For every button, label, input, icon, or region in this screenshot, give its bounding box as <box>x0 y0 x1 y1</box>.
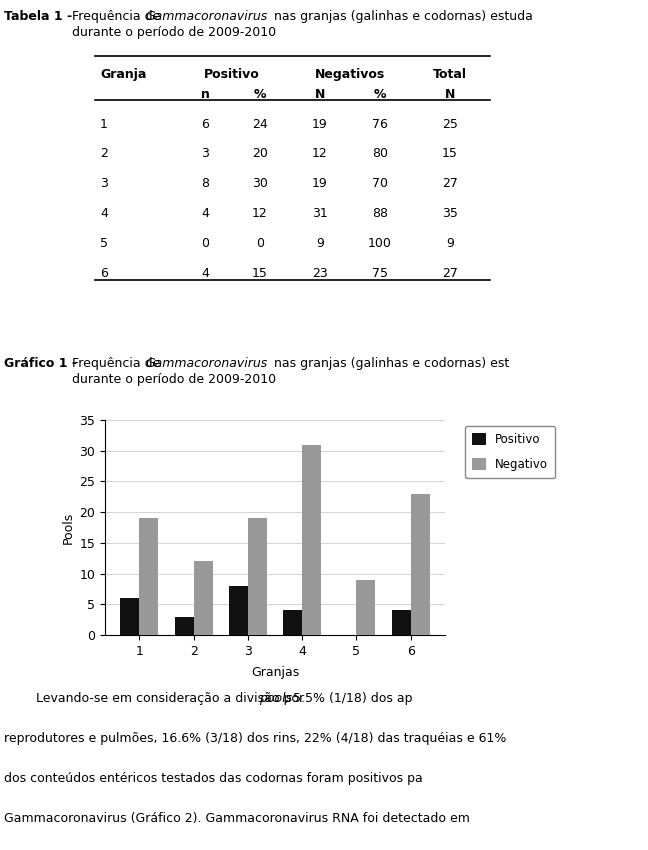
Bar <box>391 610 411 635</box>
Text: Gammacoronavirus: Gammacoronavirus <box>145 357 267 370</box>
Text: 3: 3 <box>100 177 108 190</box>
Text: Tabela 1 -: Tabela 1 - <box>4 10 72 23</box>
Bar <box>229 586 248 635</box>
Text: 1: 1 <box>100 118 108 131</box>
Text: 24: 24 <box>252 118 268 131</box>
Text: Frequência de: Frequência de <box>72 10 165 23</box>
Text: dos conteúdos entéricos testados das codornas foram positivos pa: dos conteúdos entéricos testados das cod… <box>4 772 422 785</box>
Text: 9: 9 <box>316 237 324 250</box>
Text: reprodutores e pulmões, 16.6% (3/18) dos rins, 22% (4/18) das traquéias e 61%: reprodutores e pulmões, 16.6% (3/18) dos… <box>4 732 506 745</box>
Bar <box>121 598 139 635</box>
Text: N: N <box>315 88 325 101</box>
Text: 0: 0 <box>256 237 264 250</box>
Text: 80: 80 <box>372 147 388 160</box>
Text: pools: pools <box>259 692 292 705</box>
Text: Frequência de: Frequência de <box>72 357 165 370</box>
Text: 88: 88 <box>372 207 388 220</box>
Text: Negativos: Negativos <box>315 68 385 81</box>
Text: 9: 9 <box>446 237 454 250</box>
Bar <box>248 518 267 635</box>
Text: 4: 4 <box>201 267 209 280</box>
Bar <box>175 616 194 635</box>
Text: nas granjas (galinhas e codornas) est: nas granjas (galinhas e codornas) est <box>270 357 509 370</box>
Text: 2: 2 <box>100 147 108 160</box>
Text: 30: 30 <box>252 177 268 190</box>
Text: 70: 70 <box>372 177 388 190</box>
Text: durante o período de 2009-2010: durante o período de 2009-2010 <box>72 373 276 386</box>
Text: 8: 8 <box>201 177 209 190</box>
Text: , 5.5% (1/18) dos ap: , 5.5% (1/18) dos ap <box>285 692 412 705</box>
X-axis label: Granjas: Granjas <box>251 666 299 679</box>
Text: Granja: Granja <box>100 68 146 81</box>
Text: 6: 6 <box>100 267 108 280</box>
Text: 23: 23 <box>312 267 328 280</box>
Bar <box>302 445 321 635</box>
Y-axis label: Pools: Pools <box>62 512 75 544</box>
Text: Gráfico 1 -: Gráfico 1 - <box>4 357 77 370</box>
Text: 6: 6 <box>201 118 209 131</box>
Bar <box>411 494 430 635</box>
Text: 5: 5 <box>100 237 108 250</box>
Text: 4: 4 <box>201 207 209 220</box>
Text: 76: 76 <box>372 118 388 131</box>
Text: %: % <box>254 88 266 101</box>
Text: 15: 15 <box>252 267 268 280</box>
Bar <box>356 580 375 635</box>
Text: N: N <box>445 88 455 101</box>
Text: Positivo: Positivo <box>204 68 260 81</box>
Text: 27: 27 <box>442 267 458 280</box>
Text: 19: 19 <box>312 177 328 190</box>
Text: Levando-se em consideração a divisão por: Levando-se em consideração a divisão por <box>4 692 308 705</box>
Text: 20: 20 <box>252 147 268 160</box>
Text: 12: 12 <box>252 207 268 220</box>
Text: %: % <box>374 88 386 101</box>
Text: Gammacoronavirus: Gammacoronavirus <box>145 10 267 23</box>
Bar <box>139 518 158 635</box>
Text: durante o período de 2009-2010: durante o período de 2009-2010 <box>72 26 276 39</box>
Text: 0: 0 <box>201 237 209 250</box>
Text: nas granjas (galinhas e codornas) estuda: nas granjas (galinhas e codornas) estuda <box>270 10 533 23</box>
Text: n: n <box>201 88 209 101</box>
Text: 3: 3 <box>201 147 209 160</box>
Text: 27: 27 <box>442 177 458 190</box>
Text: 4: 4 <box>100 207 108 220</box>
Text: 25: 25 <box>442 118 458 131</box>
Text: 19: 19 <box>312 118 328 131</box>
Text: 35: 35 <box>442 207 458 220</box>
Text: Total: Total <box>433 68 467 81</box>
Text: 12: 12 <box>312 147 328 160</box>
Text: Gammacoronavirus (Gráfico 2). Gammacoronavirus RNA foi detectado em: Gammacoronavirus (Gráfico 2). Gammacoron… <box>4 812 470 825</box>
Text: 15: 15 <box>442 147 458 160</box>
Bar <box>194 561 213 635</box>
Text: 75: 75 <box>372 267 388 280</box>
Bar <box>283 610 302 635</box>
Legend: Positivo, Negativo: Positivo, Negativo <box>465 426 555 478</box>
Text: 31: 31 <box>312 207 328 220</box>
Text: 100: 100 <box>368 237 392 250</box>
